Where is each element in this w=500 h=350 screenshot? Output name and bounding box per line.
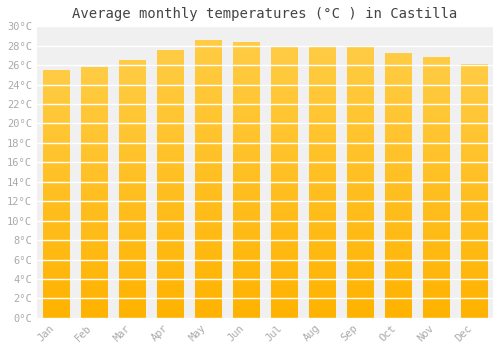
Title: Average monthly temperatures (°C ) in Castilla: Average monthly temperatures (°C ) in Ca… (72, 7, 458, 21)
